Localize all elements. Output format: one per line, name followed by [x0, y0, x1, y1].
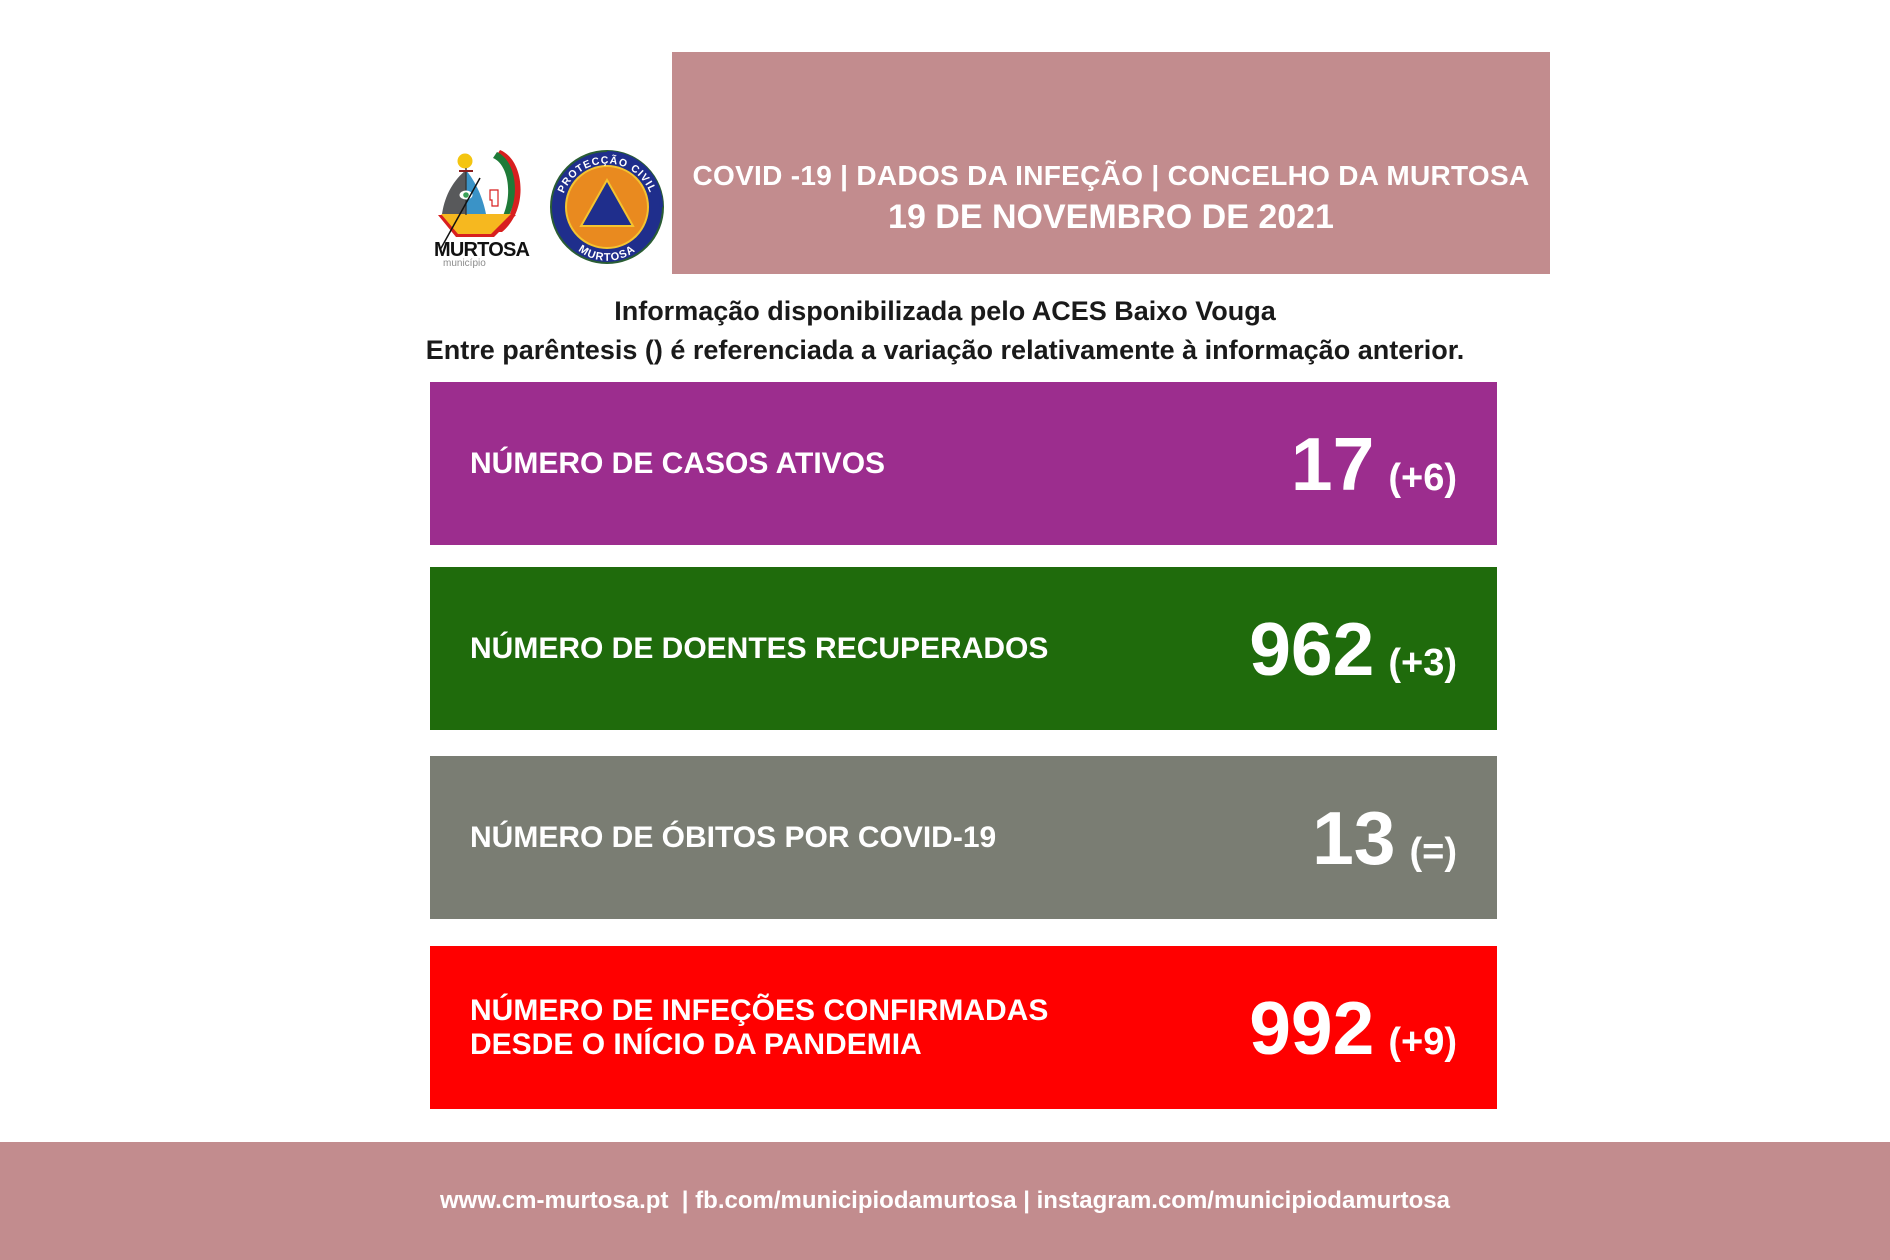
svg-text:município: município — [443, 258, 486, 268]
